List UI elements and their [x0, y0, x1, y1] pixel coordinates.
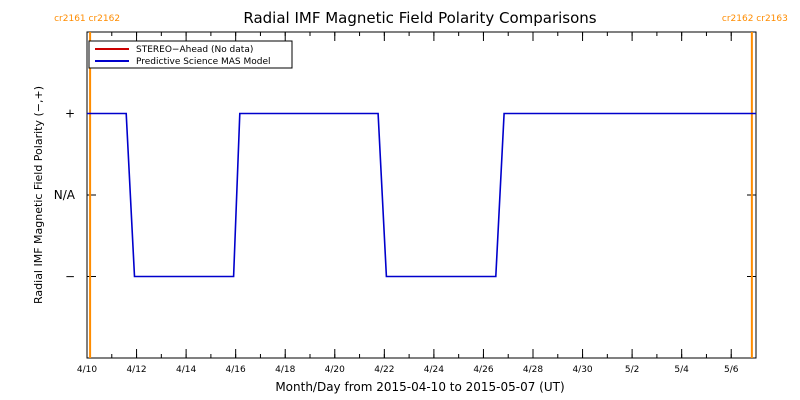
x-tick-label: 4/12 [126, 365, 146, 375]
x-tick-label: 4/16 [226, 365, 246, 375]
x-tick-label: 5/4 [674, 365, 689, 375]
x-tick-label: 4/22 [374, 365, 394, 375]
series-layer [87, 112, 756, 278]
series-line [87, 112, 756, 278]
y-tick-label: − [65, 270, 75, 284]
y-tick-label: + [65, 107, 75, 121]
x-tick-label: 4/20 [325, 365, 345, 375]
x-tick-label: 4/24 [424, 365, 444, 375]
x-tick-label: 4/26 [473, 365, 493, 375]
y-axis-label: Radial IMF Magnetic Field Polarity (−,+) [32, 86, 45, 304]
x-tick-label: 5/2 [625, 365, 639, 375]
x-tick-label: 4/14 [176, 365, 196, 375]
x-tick-label: 4/28 [523, 365, 543, 375]
x-tick-label: 4/18 [275, 365, 295, 375]
carrington-markers: cr2161 cr2162 cr2162 cr2163 [54, 14, 788, 358]
carrington-marker-label: cr2161 cr2162 [54, 14, 120, 24]
legend: STEREO−Ahead (No data) Predictive Science… [88, 40, 293, 69]
carrington-marker-label: cr2162 cr2163 [722, 14, 788, 24]
x-axis-label: Month/Day from 2015-04-10 to 2015-05-07 … [275, 380, 564, 394]
x-tick-label: 4/30 [572, 365, 592, 375]
legend-label: Predictive Science MAS Model [136, 57, 271, 67]
y-tick-label: N/A [54, 188, 76, 202]
legend-box [88, 40, 293, 69]
chart-title: Radial IMF Magnetic Field Polarity Compa… [243, 9, 596, 27]
x-tick-label: 5/6 [724, 365, 739, 375]
x-axis-ticks: 4/10 4/12 4/14 4/16 4/18 4/20 4/22 4/24 4/26 4/28… [77, 32, 757, 375]
x-tick-label: 4/10 [77, 365, 97, 375]
legend-label: STEREO−Ahead (No data) [136, 45, 253, 55]
